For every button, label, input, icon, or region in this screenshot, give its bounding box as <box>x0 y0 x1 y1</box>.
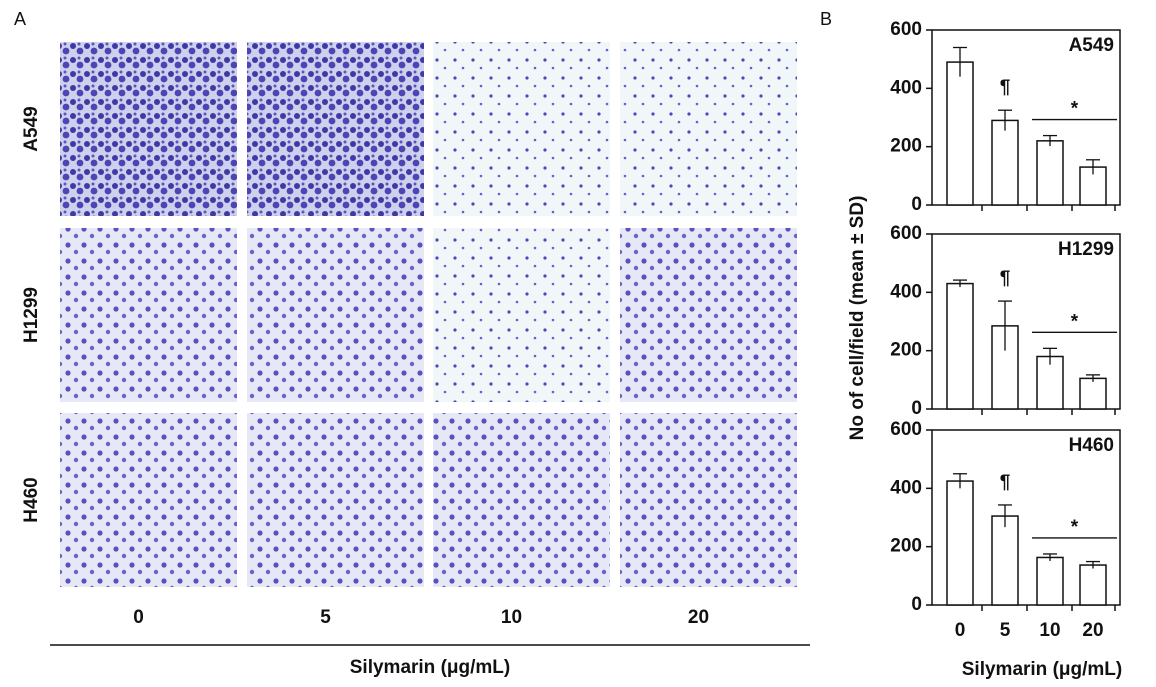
y-tick-label: 0 <box>911 194 922 215</box>
x-axis-label: Silymarin (μg/mL) <box>962 659 1122 680</box>
y-tick-label: 600 <box>890 223 922 244</box>
bar <box>991 515 1019 606</box>
chart-title: H460 <box>1069 435 1114 456</box>
annotation: * <box>1071 311 1079 332</box>
y-tick-label: 0 <box>911 594 922 615</box>
annotation: * <box>1071 99 1079 120</box>
y-tick-label: 200 <box>890 536 922 557</box>
row-label: H1299 <box>21 287 42 343</box>
bar <box>991 119 1019 206</box>
plot-frame <box>931 233 1121 410</box>
row-label: A549 <box>21 106 42 151</box>
micrograph-grid: A Silymarin (μg/mL) A549 H1299 H460 0 5 10 20 <box>14 9 810 678</box>
x-tick-label: 0 <box>955 620 966 641</box>
bar-charts: B No of cell/field (mean ± SD) Silymarin… <box>820 9 1122 680</box>
bar <box>1036 355 1064 410</box>
column-label: 10 <box>501 607 522 628</box>
x-axis-label: Silymarin (μg/mL) <box>350 657 510 678</box>
y-tick-label: 200 <box>890 340 922 361</box>
micrograph <box>433 413 610 587</box>
annotation: ¶ <box>1000 77 1011 98</box>
bar <box>1036 556 1064 606</box>
y-tick-label: 600 <box>890 19 922 40</box>
panel-label: A <box>14 9 26 29</box>
micrograph <box>433 228 610 402</box>
micrograph <box>60 42 237 216</box>
micrograph <box>60 413 237 587</box>
plot-frame <box>931 29 1121 206</box>
plot-frame <box>931 429 1121 606</box>
bar <box>946 480 974 606</box>
micrograph <box>433 42 610 216</box>
column-label: 0 <box>133 607 144 628</box>
x-tick-label: 20 <box>1082 620 1103 641</box>
micrograph <box>247 42 424 216</box>
bar <box>1079 564 1107 606</box>
x-tick-label: 10 <box>1039 620 1060 641</box>
row-label: H460 <box>21 477 42 522</box>
bar <box>1079 377 1107 410</box>
annotation: ¶ <box>1000 268 1011 289</box>
micrograph <box>247 413 424 587</box>
y-tick-label: 0 <box>911 398 922 419</box>
micrograph <box>60 228 237 402</box>
column-label: 20 <box>688 607 709 628</box>
bar <box>946 61 974 206</box>
chart-title: A549 <box>1069 35 1114 56</box>
annotation: ¶ <box>1000 472 1011 493</box>
chart-title: H1299 <box>1058 239 1114 260</box>
micrograph <box>620 42 797 216</box>
micrograph <box>620 413 797 587</box>
annotation: * <box>1071 517 1079 538</box>
bar <box>991 325 1019 410</box>
bar <box>946 282 974 410</box>
y-tick-label: 400 <box>890 281 922 302</box>
y-tick-label: 400 <box>890 77 922 98</box>
y-tick-label: 600 <box>890 419 922 440</box>
micrograph <box>620 228 797 402</box>
panel-label: B <box>820 9 832 29</box>
micrograph <box>247 228 424 402</box>
column-label: 5 <box>320 607 331 628</box>
y-tick-label: 200 <box>890 136 922 157</box>
y-axis-label: No of cell/field (mean ± SD) <box>847 196 868 441</box>
y-tick-label: 400 <box>890 477 922 498</box>
bar <box>1036 140 1064 206</box>
x-tick-label: 5 <box>1000 620 1011 641</box>
